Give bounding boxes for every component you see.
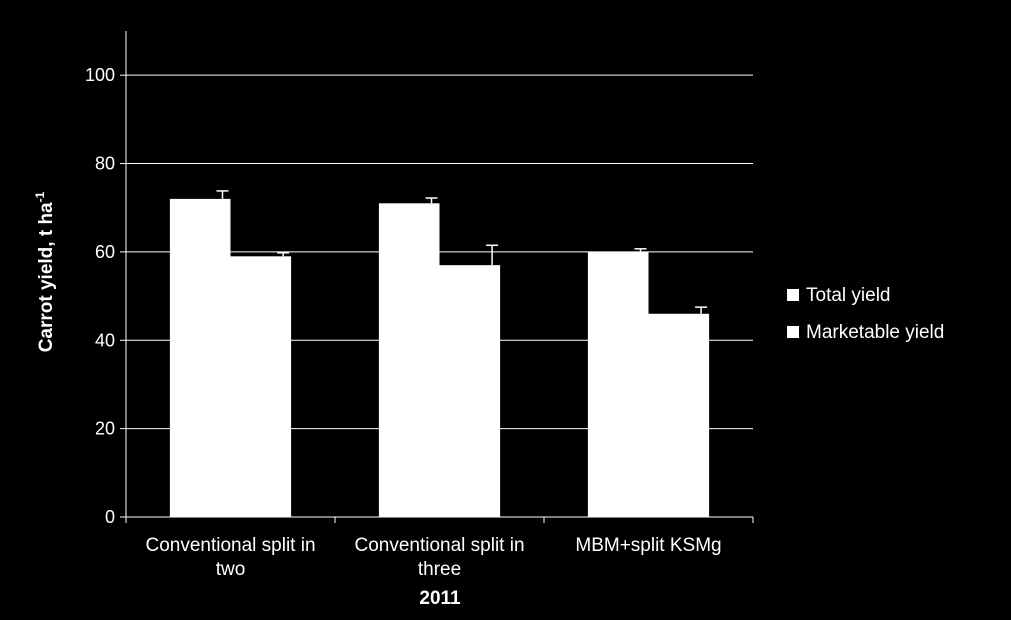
y-axis-title-superscript: -1 [33,191,47,202]
y-tick-label: 20 [95,419,115,439]
x-category-label: Conventional split in [354,535,524,556]
x-category-label: Conventional split in [145,535,315,556]
y-axis-title: Carrot yield, t ha-1 [33,191,57,352]
y-tick-label: 40 [95,330,115,350]
bar [439,265,501,517]
axis-labels: 0 20 40 60 80 100 Conventional split in two Conv… [85,65,722,580]
y-tick-label: 100 [85,65,115,85]
legend-label: Total yield [806,285,891,306]
legend-label: Marketable yield [806,322,944,343]
y-tick-label: 0 [105,507,115,527]
x-category-label: MBM+split KSMg [575,535,721,556]
bar [230,256,292,517]
legend-swatch [787,289,799,301]
bar [587,251,649,517]
y-tick-label: 80 [95,154,115,174]
legend: Total yield Marketable yield [787,285,944,343]
y-tick-label: 60 [95,242,115,262]
y-axis-title-main: Carrot yield, t ha [36,202,57,352]
bar [648,313,710,517]
x-category-label: three [418,559,461,580]
bar [378,203,440,518]
bar [169,198,231,517]
x-category-label: two [216,559,246,580]
axes [120,31,754,523]
x-axis-title: 2011 [419,588,461,609]
legend-swatch [787,326,799,338]
bars [169,190,710,518]
